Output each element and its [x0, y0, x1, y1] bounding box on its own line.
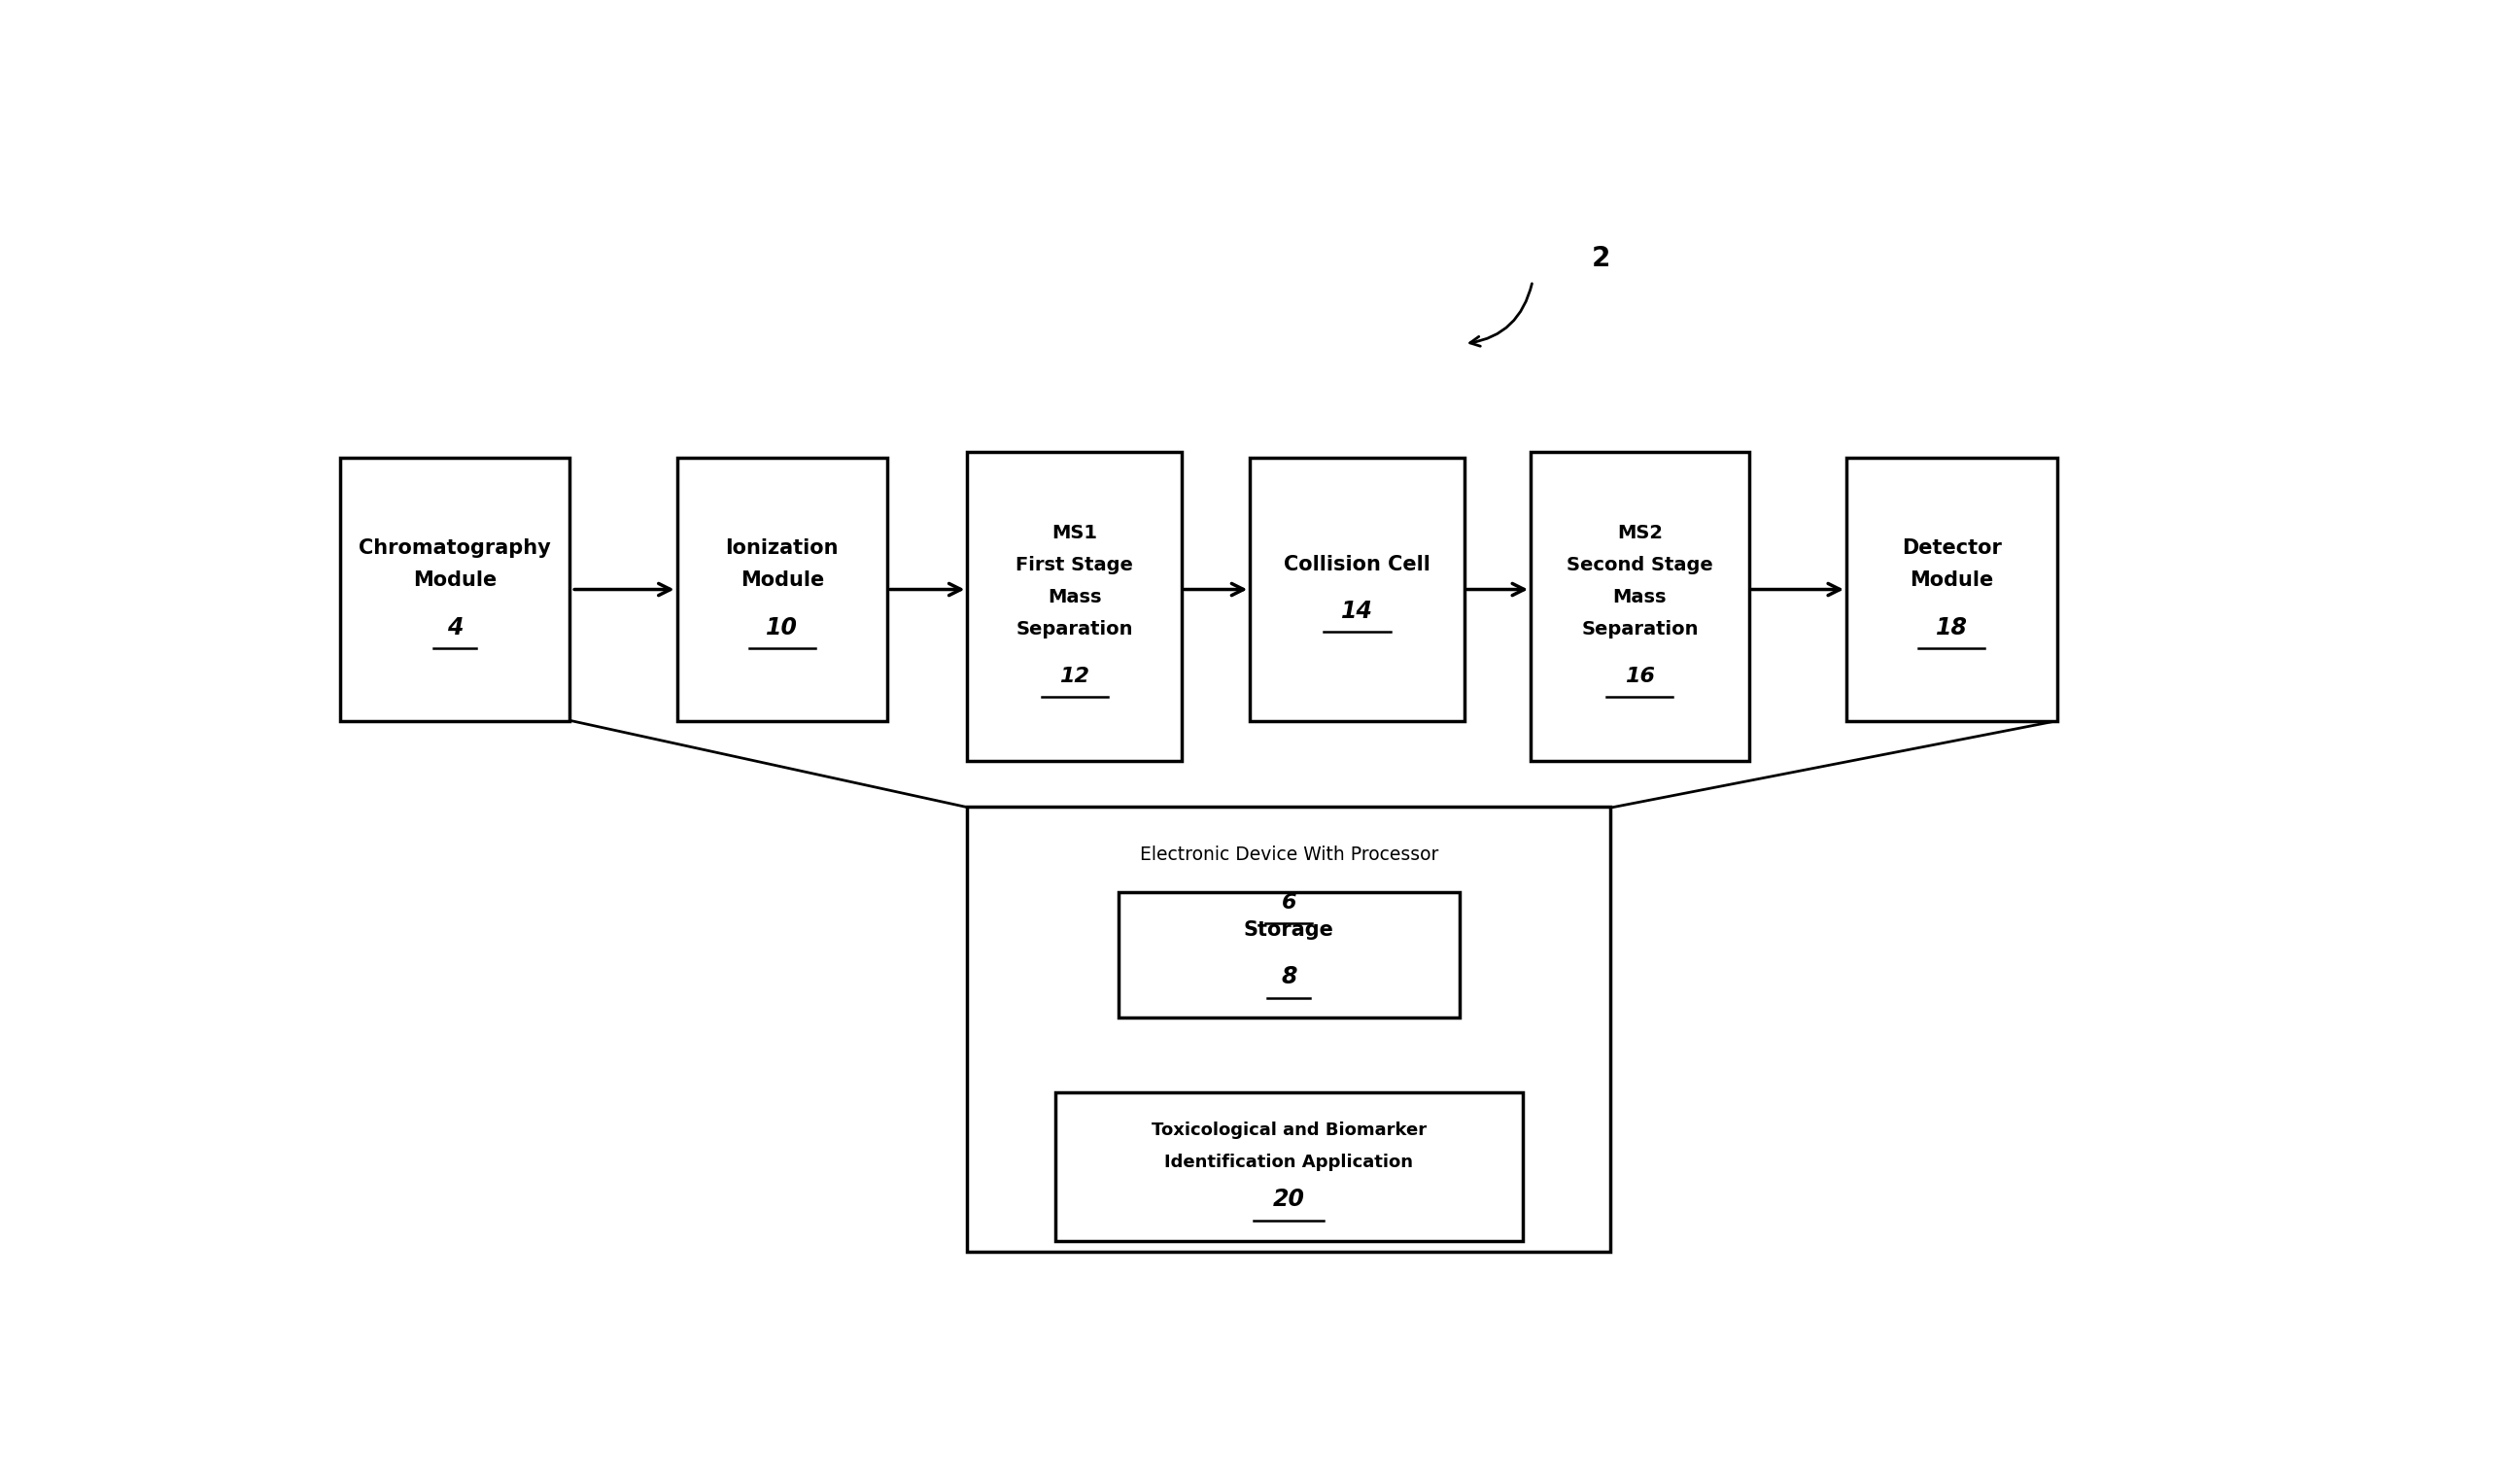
Text: 6: 6 — [1283, 893, 1295, 913]
Text: Module: Module — [412, 570, 495, 591]
Text: Electronic Device With Processor: Electronic Device With Processor — [1139, 846, 1439, 864]
Text: 10: 10 — [767, 616, 797, 640]
Text: 18: 18 — [1937, 616, 1967, 640]
Text: MS2: MS2 — [1617, 524, 1662, 543]
Text: 20: 20 — [1273, 1189, 1305, 1211]
Text: 14: 14 — [1340, 600, 1373, 623]
Bar — [1846, 459, 2057, 721]
Text: 2: 2 — [1592, 245, 1610, 272]
Text: Module: Module — [739, 570, 825, 591]
Text: Collision Cell: Collision Cell — [1283, 555, 1431, 574]
Text: Module: Module — [1909, 570, 1994, 591]
Text: First Stage: First Stage — [1016, 556, 1134, 574]
Text: Storage: Storage — [1245, 920, 1333, 939]
Bar — [968, 807, 1610, 1252]
Text: Mass: Mass — [1612, 588, 1667, 607]
Bar — [968, 453, 1182, 761]
Text: Ionization: Ionization — [724, 539, 840, 558]
FancyArrowPatch shape — [1469, 283, 1532, 346]
Bar — [677, 459, 888, 721]
Text: Identification Application: Identification Application — [1164, 1153, 1413, 1171]
Text: Mass: Mass — [1049, 588, 1102, 607]
Bar — [1056, 1092, 1524, 1241]
Text: 8: 8 — [1280, 966, 1298, 988]
Text: Second Stage: Second Stage — [1567, 556, 1713, 574]
Text: MS1: MS1 — [1051, 524, 1097, 543]
Bar — [1250, 459, 1464, 721]
Text: 4: 4 — [448, 616, 463, 640]
Bar — [1119, 892, 1459, 1018]
Bar — [1532, 453, 1748, 761]
Text: 16: 16 — [1625, 666, 1655, 686]
Text: Separation: Separation — [1582, 620, 1698, 638]
Text: Chromatography: Chromatography — [360, 539, 551, 558]
Text: Separation: Separation — [1016, 620, 1134, 638]
Bar — [340, 459, 571, 721]
Text: Detector: Detector — [1901, 539, 2002, 558]
Text: Toxicological and Biomarker: Toxicological and Biomarker — [1152, 1122, 1426, 1138]
Text: 12: 12 — [1059, 666, 1089, 686]
